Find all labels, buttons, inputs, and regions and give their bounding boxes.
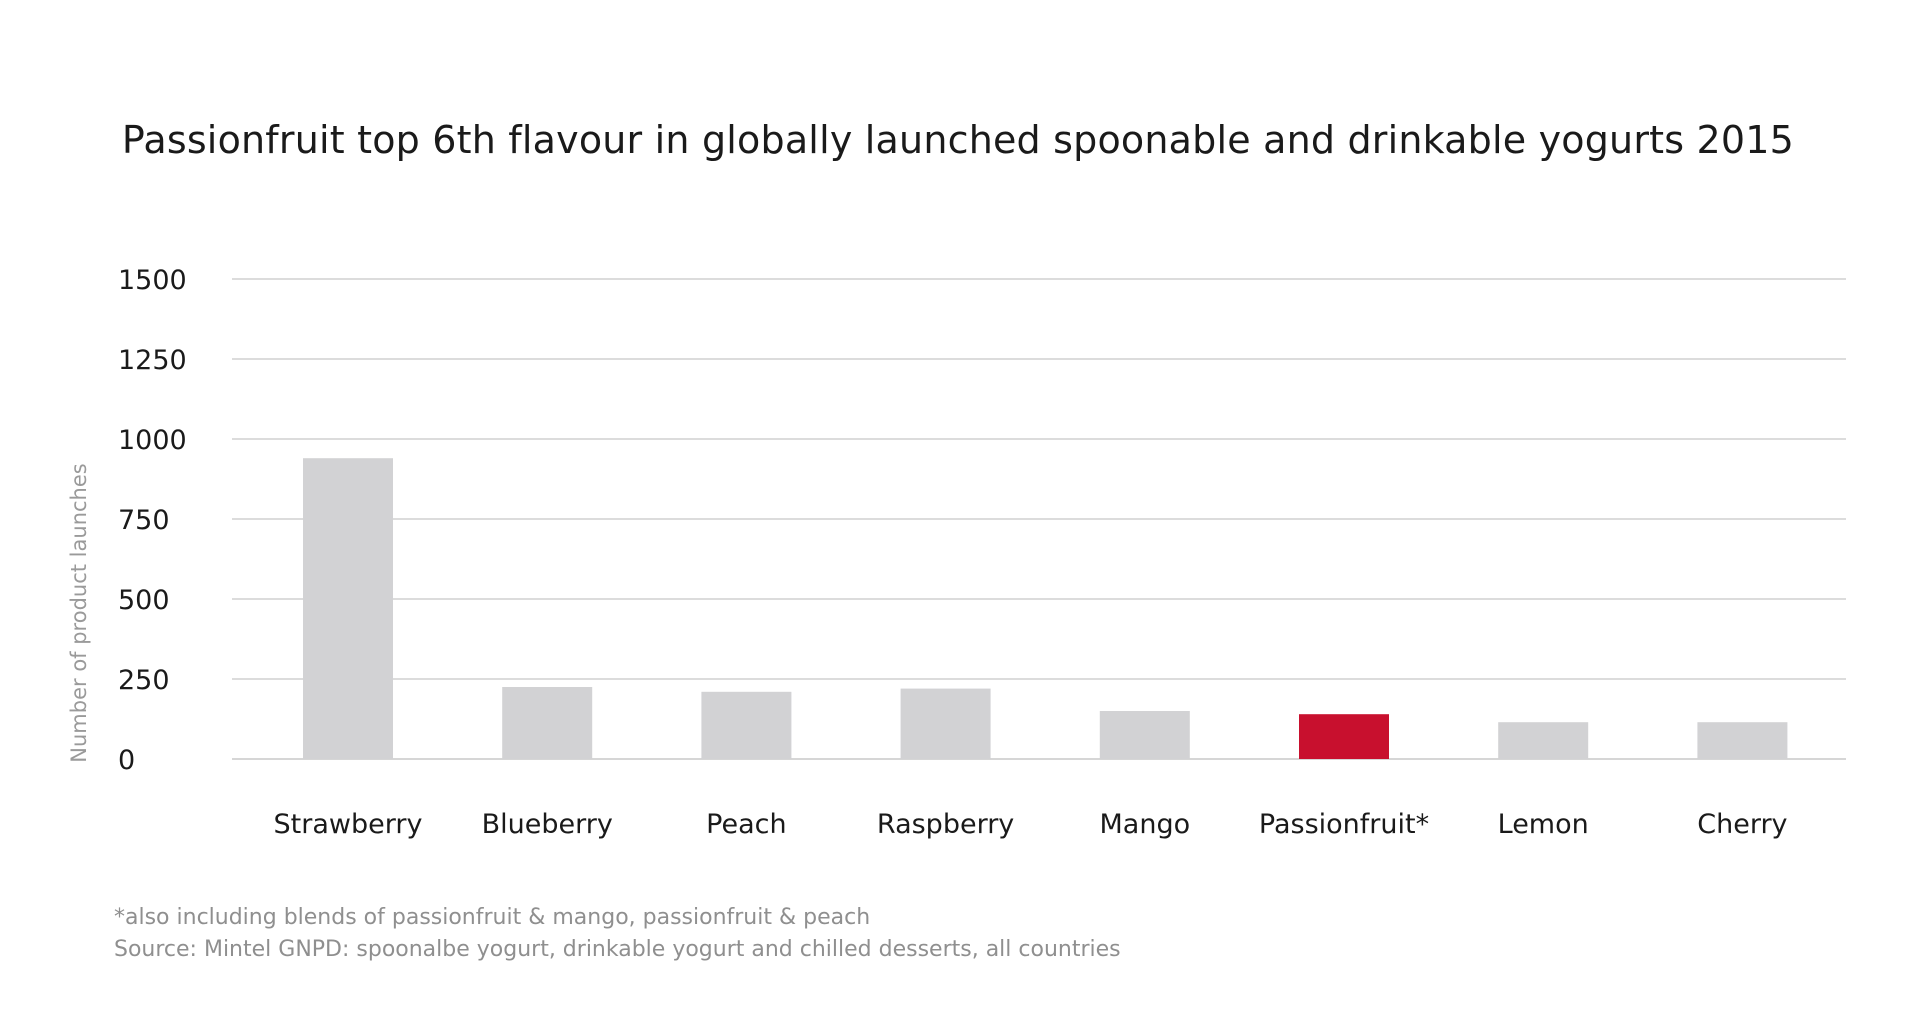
- y-axis-ticks: 0 250 500 750 1000 1250 1500: [118, 265, 187, 776]
- y-tick-label: 0: [118, 745, 135, 776]
- y-tick-label: 750: [118, 505, 170, 536]
- x-tick-label: Strawberry: [274, 809, 423, 840]
- y-tick-label: 1500: [118, 265, 187, 296]
- footnote-source: Source: Mintel GNPD: spoonalbe yogurt, d…: [114, 937, 1121, 962]
- bar-peach: [701, 691, 792, 759]
- y-tick-label: 500: [118, 585, 170, 616]
- bar-strawberry: [303, 458, 393, 759]
- x-tick-label: Passionfruit*: [1259, 809, 1429, 840]
- footnote-note: *also including blends of passionfruit &…: [114, 905, 871, 930]
- bar-passionfruit: [1299, 714, 1389, 759]
- gridlines: [232, 278, 1846, 760]
- y-tick-label: 1000: [118, 425, 187, 456]
- bar-lemon: [1498, 722, 1589, 759]
- x-tick-label: Lemon: [1498, 809, 1589, 840]
- y-axis-label: Number of product launches: [67, 463, 91, 762]
- x-tick-label: Blueberry: [482, 809, 613, 840]
- x-tick-label: Peach: [706, 809, 786, 840]
- y-tick-label: 1250: [118, 345, 187, 376]
- bars: [303, 458, 1788, 759]
- x-tick-label: Mango: [1099, 809, 1190, 840]
- x-tick-label: Raspberry: [877, 809, 1014, 840]
- bar-cherry: [1697, 722, 1788, 759]
- x-tick-label: Cherry: [1697, 809, 1787, 840]
- bar-mango: [1099, 711, 1190, 759]
- x-axis-labels: Strawberry Blueberry Peach Raspberry Mango Pa…: [274, 809, 1788, 840]
- bar-raspberry: [900, 688, 991, 759]
- chart-title: Passionfruit top 6th flavour in globally…: [121, 118, 1795, 162]
- bar-blueberry: [502, 687, 593, 759]
- y-tick-label: 250: [118, 665, 170, 696]
- footnotes: *also including blends of passionfruit &…: [114, 902, 1121, 966]
